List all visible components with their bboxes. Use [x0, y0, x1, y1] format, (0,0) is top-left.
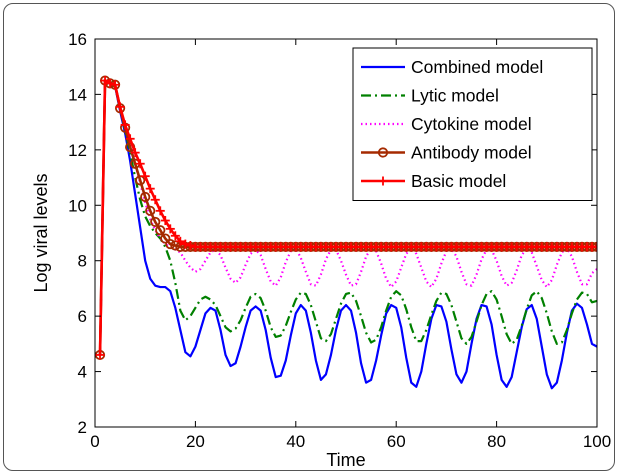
y-tick-label: 6	[78, 307, 87, 326]
data-point-basic-model	[592, 242, 597, 252]
x-tick-label: 100	[583, 432, 611, 451]
series-combined-model	[98, 79, 597, 390]
data-point-antibody-model	[145, 205, 156, 216]
data-point-antibody-model	[140, 191, 151, 203]
y-tick-label: 14	[68, 85, 87, 104]
data-point-basic-model	[110, 80, 120, 90]
y-tick-label: 16	[68, 30, 87, 49]
x-tick-label: 80	[487, 432, 506, 451]
legend-label-cytokine-model: Cytokine model	[411, 114, 532, 134]
x-tick-label: 20	[186, 432, 205, 451]
x-tick-label: 0	[90, 432, 99, 451]
y-tick-label: 8	[78, 252, 87, 271]
legend-label-combined-model: Combined model	[411, 57, 543, 77]
data-point-basic-model	[185, 240, 195, 250]
series-lytic-model	[98, 79, 597, 355]
series-line-combined-model	[98, 79, 597, 390]
legend-label-basic-model: Basic model	[411, 171, 506, 191]
data-point-basic-model	[140, 171, 150, 181]
data-point-basic-model	[125, 134, 135, 144]
data-point-antibody-model	[165, 238, 176, 250]
data-point-basic-model	[145, 184, 155, 194]
figure-frame: 0 20 40 60 80 100 2 4 6 8 10 12 14 16 Time Log viral …	[3, 3, 615, 471]
line-chart: 0 20 40 60 80 100 2 4 6 8 10 12 14 16 Time Log viral …	[31, 30, 611, 470]
series-line-lytic-model	[98, 79, 597, 355]
y-tick-label: 4	[78, 363, 87, 382]
y-axis-label: Log viral levels	[31, 173, 51, 292]
data-point-basic-model	[100, 76, 110, 86]
y-tick-label: 10	[68, 196, 87, 215]
data-point-basic-model	[160, 216, 170, 226]
data-point-antibody-model	[150, 216, 161, 228]
legend-label-antibody-model: Antibody model	[411, 143, 532, 163]
y-tick-label: 2	[78, 418, 87, 437]
x-tick-label: 40	[286, 432, 305, 451]
data-point-basic-model	[95, 350, 105, 360]
legend-marker-antibody-model	[377, 147, 389, 158]
axes-layer: 0 20 40 60 80 100 2 4 6 8 10 12 14 16	[68, 30, 611, 451]
data-point-basic-model	[115, 102, 125, 112]
axes-box	[94, 38, 598, 428]
data-point-basic-model	[175, 236, 185, 246]
legend-marker-basic-model	[378, 176, 388, 186]
data-point-basic-model	[180, 239, 190, 249]
data-point-basic-model	[105, 78, 115, 88]
data-point-basic-model	[120, 120, 130, 130]
legend-label-lytic-model: Lytic model	[411, 86, 499, 106]
data-point-basic-model	[150, 195, 160, 205]
data-point-antibody-model	[160, 233, 171, 244]
series-basic-model	[95, 76, 597, 360]
data-point-basic-model	[155, 206, 165, 216]
data-point-basic-model	[165, 224, 175, 234]
x-axis-label: Time	[326, 450, 365, 470]
x-tick-label: 60	[387, 432, 406, 451]
series-layer	[95, 75, 597, 390]
data-point-antibody-model	[155, 225, 166, 236]
data-point-basic-model	[130, 148, 140, 158]
data-point-basic-model	[135, 159, 145, 169]
y-tick-label: 12	[68, 141, 87, 160]
legend: Combined model Lytic model Cytokine model A…	[352, 47, 593, 201]
data-point-basic-model	[170, 231, 180, 241]
